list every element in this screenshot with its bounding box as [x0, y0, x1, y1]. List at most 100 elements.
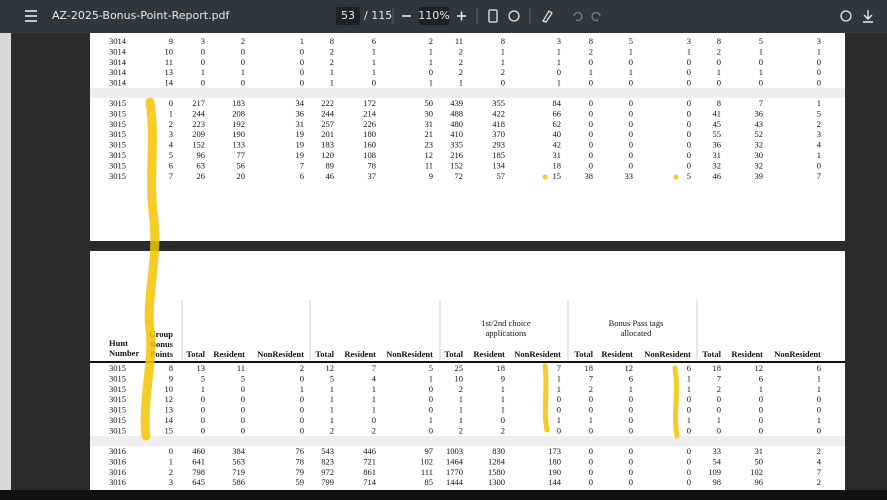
cell: 79 [296, 467, 305, 477]
cell: 201 [321, 129, 334, 139]
cell: 3 [817, 36, 821, 46]
cell: 0 [687, 405, 691, 415]
cell: 1 [501, 405, 505, 415]
cell: 39 [755, 171, 764, 181]
cell: 214 [363, 108, 377, 118]
cell: 30 [755, 150, 764, 160]
cell: 2 [589, 46, 593, 56]
cell: 20 [237, 171, 246, 181]
cell: 1 [759, 67, 763, 77]
cell: 111 [421, 467, 433, 477]
cell: 76 [296, 446, 305, 456]
cell: 57 [497, 171, 506, 181]
page-2 [90, 251, 845, 490]
cell: 0 [687, 160, 691, 170]
cell: 439 [450, 98, 463, 108]
cell: 11 [237, 363, 245, 373]
cell: 96 [197, 150, 206, 160]
cell: 8 [330, 36, 334, 46]
cell: 0 [300, 46, 304, 56]
cell: 2 [169, 467, 173, 477]
cell: 0 [687, 98, 691, 108]
cell: 645 [192, 477, 205, 487]
cell: 0 [589, 477, 593, 487]
hunt-number: 3014 [109, 57, 127, 67]
redo-icon[interactable] [591, 11, 601, 22]
cell: 21 [425, 129, 434, 139]
cell: 1 [330, 394, 334, 404]
cell: 0 [687, 119, 691, 129]
cell: 96 [755, 477, 764, 487]
annotate-icon[interactable] [542, 10, 553, 23]
hunt-number: 3014 [109, 67, 127, 77]
cell: 2 [169, 119, 173, 129]
cell: 46 [713, 171, 722, 181]
column-label: NonResident [774, 349, 821, 359]
page-number[interactable]: 53 [341, 9, 355, 22]
column-label: Total [574, 349, 593, 359]
undo-icon[interactable] [573, 11, 583, 22]
cell: 1 [687, 415, 691, 425]
cell: 30 [425, 108, 434, 118]
zoom-input[interactable] [419, 7, 449, 25]
cell: 1 [759, 384, 763, 394]
cell: 0 [589, 456, 593, 466]
highlighter [140, 97, 680, 441]
cell: 50 [425, 98, 434, 108]
column-label: Resident [344, 349, 376, 359]
fit-icon[interactable] [488, 9, 498, 23]
cell: 7 [817, 171, 821, 181]
column-label: Total [702, 349, 721, 359]
cell: 38 [585, 171, 594, 181]
cell: 183 [232, 98, 245, 108]
cell: 0 [759, 425, 763, 435]
cell: 830 [492, 446, 505, 456]
cell: 0 [589, 98, 593, 108]
header-label: Number [109, 348, 139, 358]
cell: 8 [717, 36, 721, 46]
cell: 0 [201, 57, 205, 67]
cell: 0 [557, 394, 561, 404]
cell: 0 [759, 78, 763, 88]
cell: 1 [330, 405, 334, 415]
cell: 0 [501, 415, 505, 425]
cell: 59 [296, 477, 305, 487]
cell: 2 [717, 46, 721, 56]
cell: 1 [687, 46, 691, 56]
cell: 8 [589, 36, 593, 46]
cell: 714 [363, 477, 377, 487]
zoom-in[interactable] [457, 11, 466, 21]
cell: 226 [363, 119, 376, 129]
cell: 1580 [488, 467, 505, 477]
cell: 14 [165, 415, 174, 425]
rotate-icon[interactable] [508, 10, 520, 22]
cell: 4 [817, 140, 822, 150]
cell: 41 [713, 108, 722, 118]
cell: 335 [450, 140, 463, 150]
cell: 586 [232, 477, 245, 487]
cell: 0 [241, 415, 245, 425]
hunt-number: 3016 [109, 456, 126, 466]
group-title: allocated [621, 328, 652, 338]
cell: 1 [501, 394, 505, 404]
download-icon[interactable] [863, 10, 873, 23]
cell: 1 [169, 456, 173, 466]
zoom-level[interactable]: 110% [418, 9, 449, 22]
cell: 5 [429, 363, 433, 373]
cell: 6 [629, 373, 633, 383]
cell: 7 [169, 171, 173, 181]
cell: 823 [321, 456, 334, 466]
cell: 0 [817, 405, 821, 415]
cell: 19 [296, 129, 305, 139]
save-icon[interactable] [840, 10, 852, 22]
cell: 2 [817, 119, 821, 129]
cell: 6 [169, 160, 173, 170]
cell: 3 [557, 36, 561, 46]
header-label: Group [149, 329, 173, 339]
cell: 0 [501, 78, 505, 88]
menu-icon[interactable] [25, 10, 37, 22]
cell: 172 [363, 98, 376, 108]
cell: 8 [501, 36, 505, 46]
page-input[interactable] [336, 7, 360, 25]
cell: 0 [687, 78, 691, 88]
